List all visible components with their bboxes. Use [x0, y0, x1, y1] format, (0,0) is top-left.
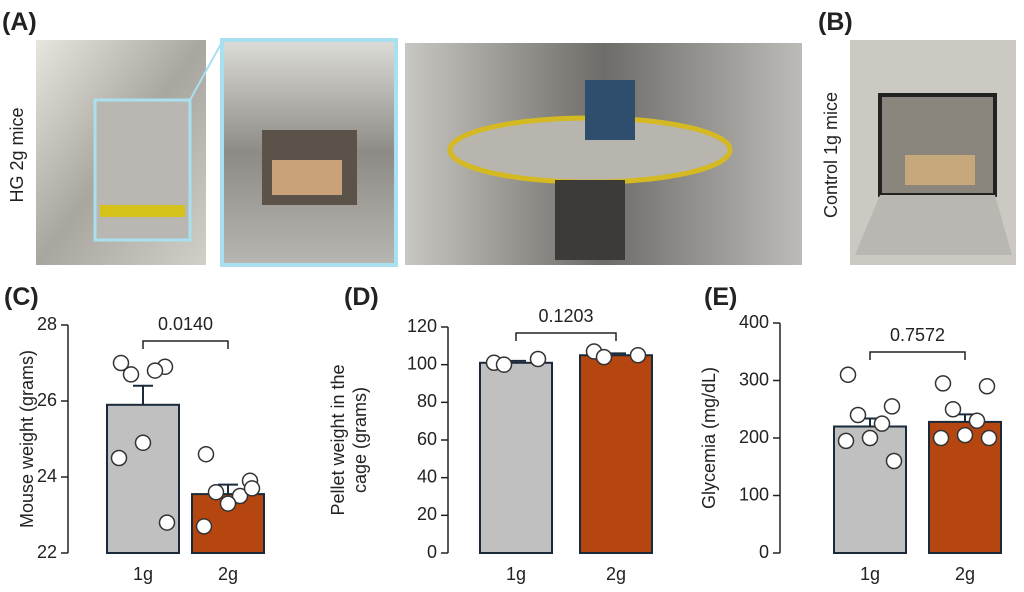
- data-point: [122, 366, 140, 383]
- y-tick-label: 20: [417, 504, 437, 524]
- y-tick-label: 0: [427, 542, 437, 562]
- y-tick-label: 22: [37, 542, 57, 562]
- bar: [479, 361, 553, 554]
- data-point: [837, 432, 855, 450]
- data-point: [883, 398, 901, 415]
- data-point: [110, 449, 128, 467]
- p-value: 0.7572: [890, 325, 945, 345]
- data-point: [839, 366, 857, 383]
- y-tick-label: 26: [37, 390, 57, 410]
- data-point: [861, 429, 879, 447]
- y-axis-label: cage (grams): [350, 387, 370, 493]
- x-tick-label: 2g: [955, 564, 975, 584]
- panel-label: (D): [344, 283, 379, 311]
- y-tick-label: 100: [739, 484, 769, 504]
- data-point: [980, 429, 998, 447]
- y-axis-label: Mouse weight (grams): [17, 350, 37, 528]
- data-point: [873, 415, 891, 432]
- photo: [36, 40, 206, 265]
- data-point: [112, 354, 130, 372]
- data-point: [495, 356, 513, 373]
- significance-bracket: [515, 332, 617, 341]
- data-point: [932, 429, 950, 447]
- data-point: [207, 483, 225, 501]
- significance-bracket: [869, 351, 966, 360]
- bar: [106, 403, 180, 554]
- y-tick-label: 60: [417, 429, 437, 449]
- x-tick-label: 2g: [606, 564, 626, 584]
- y-tick-label: 80: [417, 391, 437, 411]
- y-tick-label: 400: [739, 312, 769, 332]
- data-point: [195, 518, 213, 535]
- data-point: [968, 412, 986, 429]
- data-point: [956, 426, 974, 444]
- data-point: [219, 495, 237, 512]
- significance-bracket: [142, 340, 229, 349]
- data-point: [134, 434, 152, 452]
- y-tick-label: 24: [37, 466, 57, 486]
- photo: [405, 43, 802, 265]
- data-point: [197, 445, 215, 463]
- p-value: 0.1203: [538, 306, 593, 326]
- panel-label: (C): [4, 283, 39, 311]
- data-point: [934, 375, 952, 392]
- zoom-line: [189, 41, 223, 101]
- panel-label: (E): [704, 283, 737, 311]
- y-tick-label: 40: [417, 466, 437, 486]
- y-axis-label: Glycemia (mg/dL): [699, 367, 719, 509]
- x-tick-label: 2g: [218, 564, 238, 584]
- data-point: [944, 401, 962, 418]
- photo-caption: Control 1g mice: [821, 92, 841, 218]
- data-point: [885, 452, 903, 470]
- y-tick-label: 100: [407, 353, 437, 373]
- data-point: [158, 514, 176, 531]
- photo-caption: HG 2g mice: [7, 107, 27, 202]
- panel-label: (B): [818, 8, 853, 36]
- photo: [220, 38, 398, 267]
- error-bar: [133, 384, 153, 405]
- y-tick-label: 120: [407, 316, 437, 336]
- x-tick-label: 1g: [860, 564, 880, 584]
- p-value: 0.0140: [158, 314, 213, 334]
- y-tick-label: 300: [739, 369, 769, 389]
- x-tick-label: 1g: [506, 564, 526, 584]
- error-bar: [218, 483, 238, 495]
- bar: [579, 354, 653, 554]
- data-point: [146, 362, 164, 379]
- data-point: [629, 347, 647, 364]
- data-point: [529, 350, 547, 368]
- data-point: [243, 480, 261, 497]
- data-point: [849, 406, 867, 424]
- y-tick-label: 0: [759, 542, 769, 562]
- x-tick-label: 1g: [133, 564, 153, 584]
- data-point: [231, 487, 249, 505]
- data-point: [595, 348, 613, 366]
- photo: [850, 40, 1016, 265]
- y-tick-label: 28: [37, 314, 57, 334]
- y-tick-label: 200: [739, 427, 769, 447]
- data-point: [978, 378, 996, 395]
- y-axis-label: Pellet weight in the: [328, 364, 348, 515]
- panel-label: (A): [2, 8, 37, 36]
